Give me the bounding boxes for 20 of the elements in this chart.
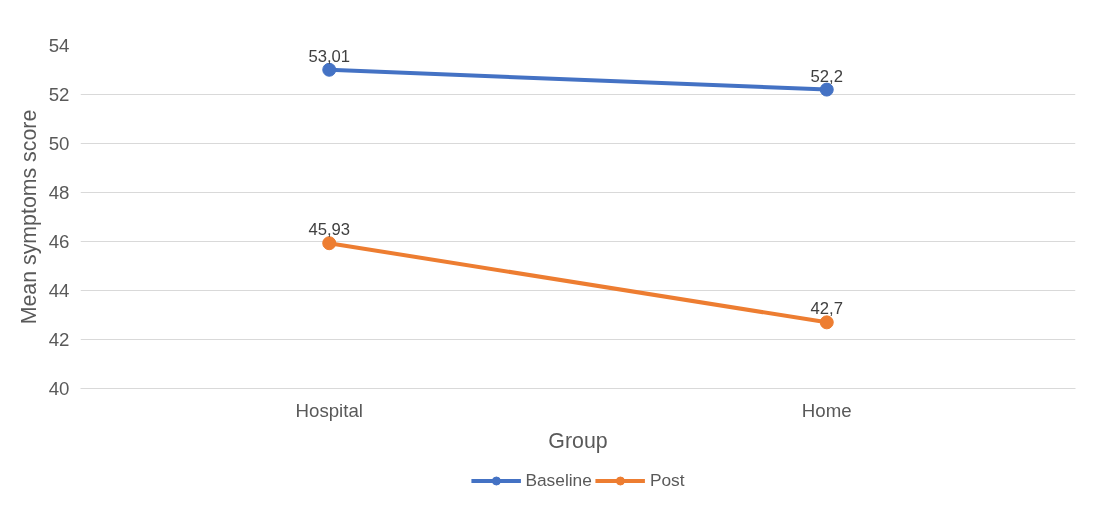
y-tick-label: 54: [48, 35, 70, 56]
x-axis-title: Group: [548, 428, 608, 453]
y-tick-label: 46: [48, 231, 70, 252]
y-axis-title: Mean symptoms score: [16, 109, 41, 325]
y-tick-label: 44: [48, 280, 70, 301]
data-label: 45,93: [308, 220, 351, 240]
y-tick-label: 50: [48, 133, 70, 154]
point: [819, 315, 834, 330]
x-tick-label: Hospital: [295, 399, 363, 421]
legend-label: Post: [649, 469, 685, 491]
y-tick-label: 48: [48, 182, 70, 203]
point: [322, 236, 337, 251]
y-tick-label: 52: [48, 84, 70, 105]
data-label: 53,01: [308, 46, 351, 66]
data-label: 42,7: [810, 299, 843, 319]
x-tick-label: Home: [801, 399, 852, 421]
legend-label: Baseline: [525, 469, 592, 491]
y-tick-label: 42: [48, 329, 70, 350]
y-tick-label: 40: [48, 378, 70, 399]
data-label: 52,2: [810, 66, 843, 86]
